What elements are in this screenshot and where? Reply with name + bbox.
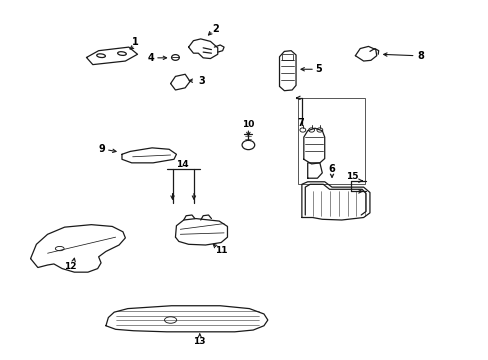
Text: 9: 9 xyxy=(98,144,105,154)
Text: 3: 3 xyxy=(198,76,204,86)
Text: 2: 2 xyxy=(211,23,218,33)
Text: 1: 1 xyxy=(131,37,138,47)
Text: 11: 11 xyxy=(214,246,227,255)
Bar xyxy=(282,54,292,60)
Text: 5: 5 xyxy=(314,64,321,74)
Text: 7: 7 xyxy=(296,118,303,128)
Text: 15: 15 xyxy=(346,172,358,181)
Text: 14: 14 xyxy=(176,161,188,170)
Text: 12: 12 xyxy=(64,262,77,271)
Bar xyxy=(297,98,365,184)
Text: 6: 6 xyxy=(328,163,335,174)
Text: 8: 8 xyxy=(416,51,423,61)
Text: 13: 13 xyxy=(193,337,205,346)
Text: 4: 4 xyxy=(147,53,154,63)
Text: 10: 10 xyxy=(242,120,254,129)
